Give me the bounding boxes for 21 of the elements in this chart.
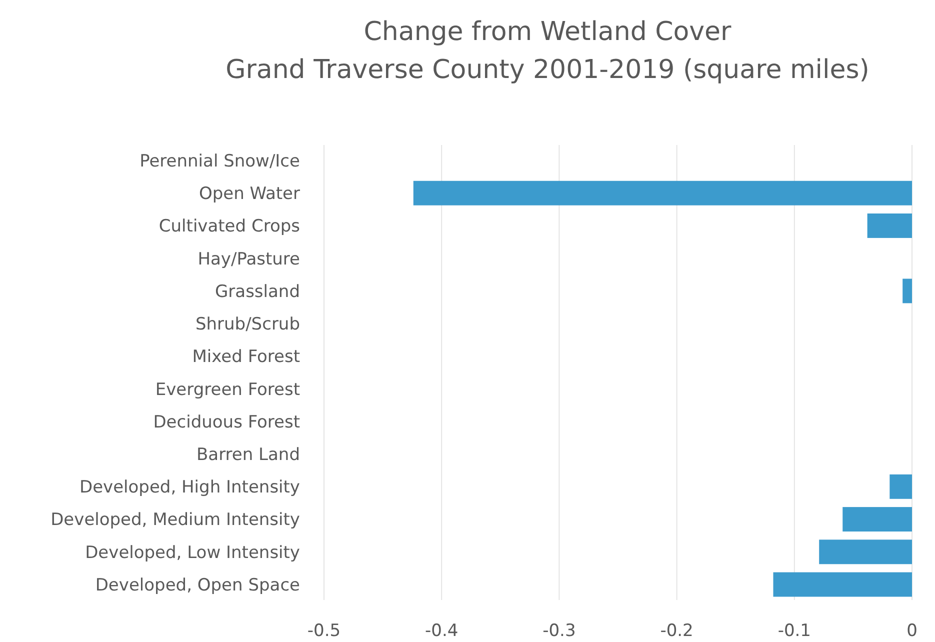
x-tick-label: -0.1 [778, 621, 811, 641]
y-tick-label: Deciduous Forest [153, 412, 300, 432]
y-tick-label: Developed, High Intensity [79, 478, 300, 498]
y-tick-label: Open Water [198, 184, 300, 204]
y-tick-label: Grassland [215, 282, 300, 302]
x-tick-label: 0 [906, 621, 918, 641]
x-tick-label: -0.4 [425, 621, 458, 641]
y-tick-label: Perennial Snow/Ice [140, 151, 300, 172]
y-tick-label: Hay/Pasture [198, 249, 300, 270]
x-tick-label: -0.3 [542, 621, 576, 641]
y-tick-label: Developed, Low Intensity [85, 542, 300, 563]
y-tick-label: Cultivated Crops [158, 216, 300, 237]
y-tick-label: Developed, Medium Intensity [50, 510, 300, 530]
x-tick-label: -0.2 [660, 621, 694, 641]
y-tick-label: Shrub/Scrub [195, 314, 300, 335]
y-tick-label: Barren Land [196, 444, 300, 465]
y-tick-label: Developed, Open Space [95, 575, 300, 596]
chart-title: Change from Wetland Cover Grand Traverse County 2001-2019 (square miles) [226, 17, 870, 85]
x-tick-label: -0.5 [307, 621, 341, 641]
y-tick-label: Evergreen Forest [155, 380, 300, 400]
y-tick-label: Mixed Forest [192, 347, 300, 368]
